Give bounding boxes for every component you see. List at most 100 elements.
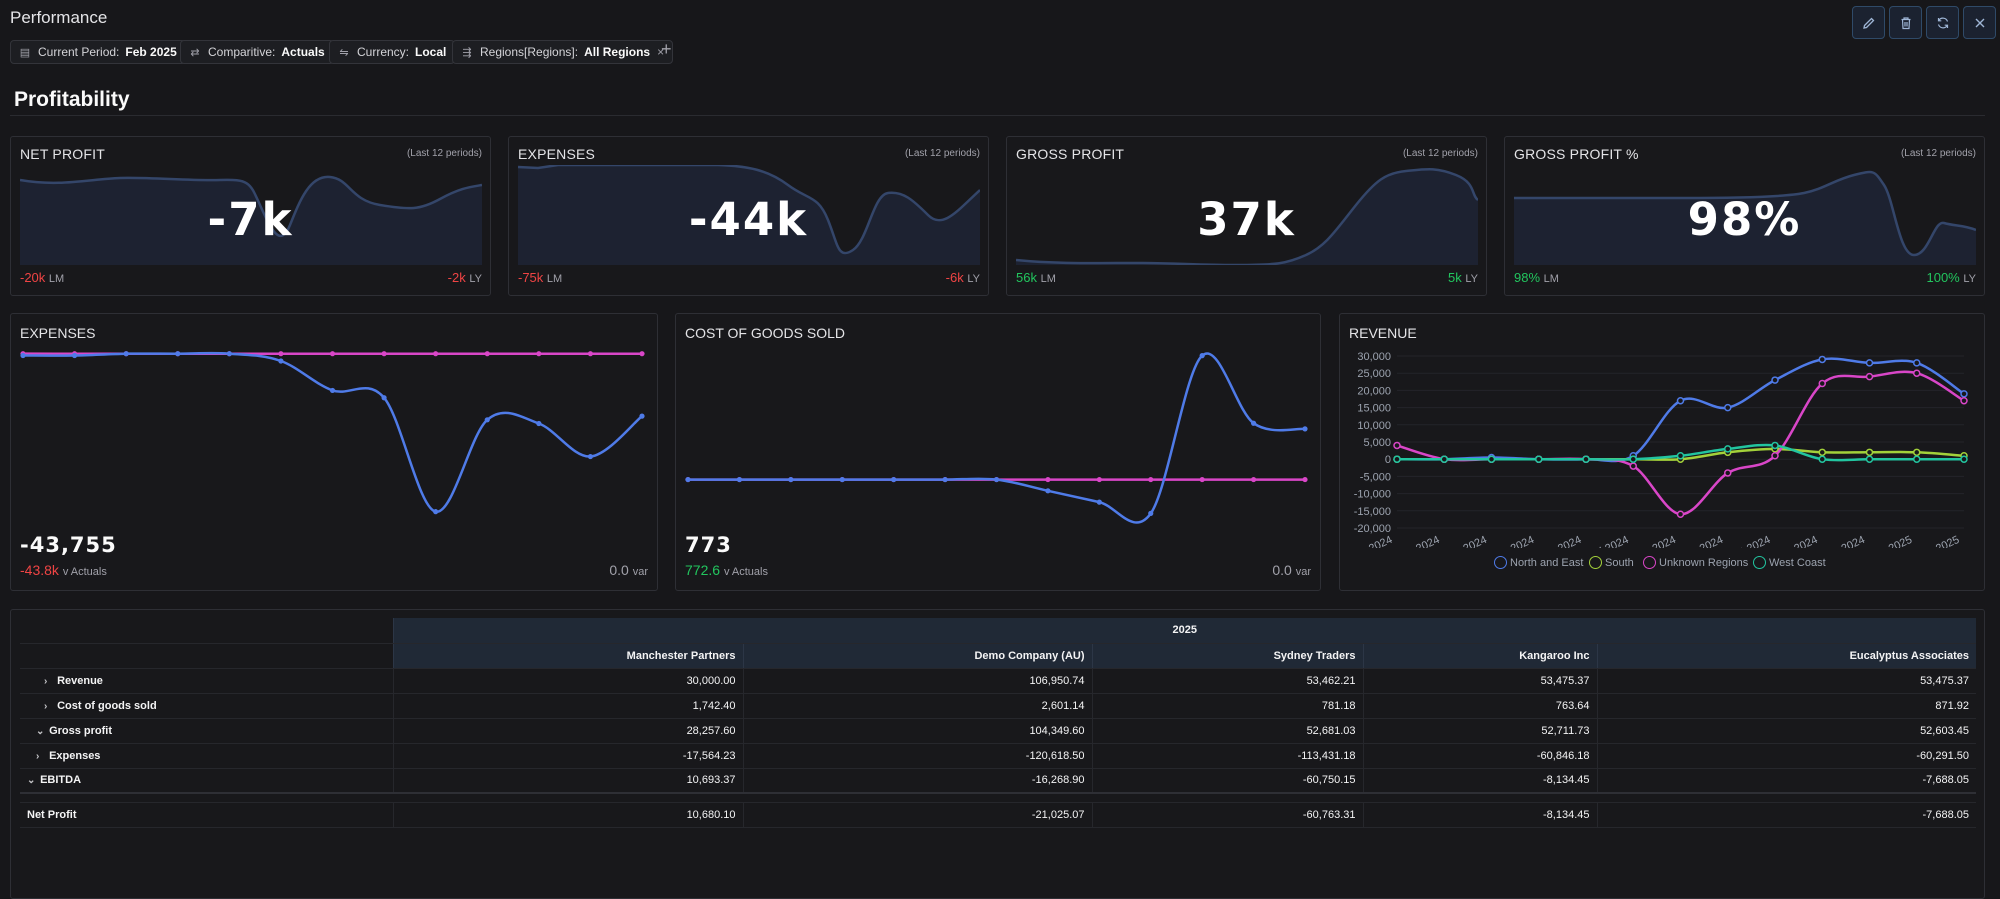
legend-south[interactable]: South <box>1589 556 1634 569</box>
data-point[interactable] <box>1097 477 1102 482</box>
data-point[interactable] <box>1394 442 1400 448</box>
expenses-chart-card[interactable]: EXPENSES -43,755 -43.8k v Actuals 0.0 va… <box>10 313 658 591</box>
data-point[interactable] <box>485 417 490 422</box>
row-label-expenses[interactable]: › Expenses <box>20 743 393 768</box>
column-header[interactable]: Sydney Traders <box>1092 643 1363 668</box>
data-point[interactable] <box>1772 442 1778 448</box>
data-point[interactable] <box>381 395 386 400</box>
data-point[interactable] <box>485 351 490 356</box>
data-point[interactable] <box>536 351 541 356</box>
kpi-card-expenses[interactable]: EXPENSES (Last 12 periods) -44k -75k LM … <box>508 136 989 296</box>
data-point[interactable] <box>1819 381 1825 387</box>
data-point[interactable] <box>1678 511 1684 517</box>
data-point[interactable] <box>1678 398 1684 404</box>
data-point[interactable] <box>1961 456 1967 462</box>
filter-currency[interactable]: ⇋ Currency:Local <box>329 40 455 64</box>
row-label-cogs[interactable]: › Cost of goods sold <box>20 693 393 718</box>
close-button[interactable] <box>1963 6 1996 39</box>
data-point[interactable] <box>1725 446 1731 452</box>
data-point[interactable] <box>1489 456 1495 462</box>
data-point[interactable] <box>1725 470 1731 476</box>
data-point[interactable] <box>1394 456 1400 462</box>
cogs-chart-card[interactable]: COST OF GOODS SOLD 773 772.6 v Actuals 0… <box>675 313 1321 591</box>
data-point[interactable] <box>1251 477 1256 482</box>
filter-comparitive[interactable]: ⇄ Comparitive:Actuals <box>180 40 334 64</box>
data-point[interactable] <box>1302 477 1307 482</box>
data-point[interactable] <box>942 477 947 482</box>
data-point[interactable] <box>433 351 438 356</box>
column-header[interactable]: Kangaroo Inc <box>1363 643 1597 668</box>
data-point[interactable] <box>1148 477 1153 482</box>
data-point[interactable] <box>278 351 283 356</box>
data-point[interactable] <box>1441 456 1447 462</box>
data-point[interactable] <box>1819 456 1825 462</box>
legend-unknown-regions[interactable]: Unknown Regions <box>1643 556 1748 569</box>
data-point[interactable] <box>840 477 845 482</box>
data-point[interactable] <box>20 353 25 358</box>
revenue-line-chart[interactable]: 30,00025,00020,00015,00010,0005,0000-5,0… <box>1340 336 1984 548</box>
data-point[interactable] <box>685 477 690 482</box>
data-point[interactable] <box>1045 488 1050 493</box>
data-point[interactable] <box>1725 405 1731 411</box>
data-point[interactable] <box>381 351 386 356</box>
column-header[interactable]: Demo Company (AU) <box>743 643 1092 668</box>
data-point[interactable] <box>330 351 335 356</box>
data-point[interactable] <box>1819 449 1825 455</box>
data-point[interactable] <box>124 351 129 356</box>
expenses-line-chart[interactable] <box>20 342 650 527</box>
row-label-revenue[interactable]: › Revenue <box>20 668 393 693</box>
column-header[interactable]: Manchester Partners <box>393 643 743 668</box>
data-point[interactable] <box>1302 426 1307 431</box>
row-label-net-profit[interactable]: Net Profit <box>20 802 393 827</box>
column-header[interactable]: Eucalyptus Associates <box>1597 643 1976 668</box>
data-point[interactable] <box>433 509 438 514</box>
data-point[interactable] <box>639 351 644 356</box>
data-point[interactable] <box>737 477 742 482</box>
legend-west-coast[interactable]: West Coast <box>1753 556 1826 569</box>
data-point[interactable] <box>1200 477 1205 482</box>
refresh-button[interactable] <box>1926 6 1959 39</box>
data-point[interactable] <box>536 421 541 426</box>
filter-regions[interactable]: ⇶ Regions[Regions]:All Regions × <box>452 40 673 64</box>
data-point[interactable] <box>1772 453 1778 459</box>
data-point[interactable] <box>1914 449 1920 455</box>
edit-button[interactable] <box>1852 6 1885 39</box>
data-point[interactable] <box>1867 360 1873 366</box>
data-point[interactable] <box>588 351 593 356</box>
data-point[interactable] <box>278 358 283 363</box>
data-point[interactable] <box>639 414 644 419</box>
row-label-ebitda[interactable]: ⌄ EBITDA <box>20 768 393 793</box>
data-point[interactable] <box>1678 453 1684 459</box>
delete-button[interactable] <box>1889 6 1922 39</box>
kpi-card-gross-profit-pct[interactable]: GROSS PROFIT % (Last 12 periods) 98% 98%… <box>1504 136 1985 296</box>
filter-current-period[interactable]: ▤ Current Period:Feb 2025 <box>10 40 186 64</box>
data-point[interactable] <box>1914 360 1920 366</box>
data-point[interactable] <box>1819 356 1825 362</box>
data-point[interactable] <box>1251 421 1256 426</box>
data-point[interactable] <box>1961 398 1967 404</box>
cogs-line-chart[interactable] <box>685 342 1313 527</box>
data-point[interactable] <box>1097 500 1102 505</box>
data-point[interactable] <box>227 351 232 356</box>
data-point[interactable] <box>1961 391 1967 397</box>
data-point[interactable] <box>891 477 896 482</box>
data-point[interactable] <box>1630 463 1636 469</box>
data-point[interactable] <box>788 477 793 482</box>
kpi-card-net-profit[interactable]: NET PROFIT (Last 12 periods) -7k -20k LM… <box>10 136 491 296</box>
data-point[interactable] <box>1045 477 1050 482</box>
data-point[interactable] <box>994 477 999 482</box>
data-point[interactable] <box>1867 456 1873 462</box>
data-point[interactable] <box>1867 374 1873 380</box>
kpi-card-gross-profit[interactable]: GROSS PROFIT (Last 12 periods) 37k 56k L… <box>1006 136 1487 296</box>
data-point[interactable] <box>1200 353 1205 358</box>
data-point[interactable] <box>175 351 180 356</box>
row-label-gross-profit[interactable]: ⌄ Gross profit <box>20 718 393 743</box>
data-point[interactable] <box>72 353 77 358</box>
data-point[interactable] <box>1914 456 1920 462</box>
data-point[interactable] <box>1772 377 1778 383</box>
data-point[interactable] <box>1630 456 1636 462</box>
data-point[interactable] <box>588 454 593 459</box>
data-point[interactable] <box>330 388 335 393</box>
data-point[interactable] <box>1583 456 1589 462</box>
